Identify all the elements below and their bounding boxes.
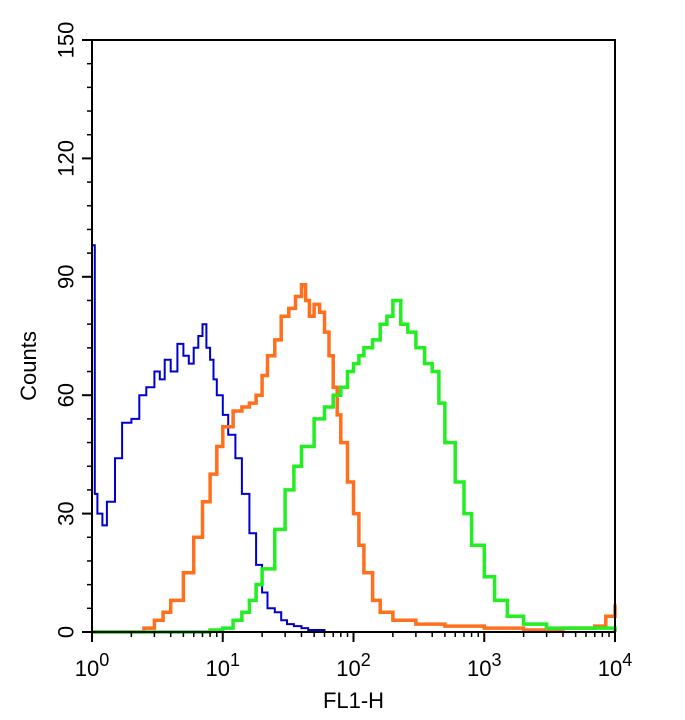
y-tick-label: 120	[54, 140, 79, 177]
x-tick-label: 104	[598, 650, 633, 681]
y-tick-label: 150	[54, 22, 79, 59]
x-tick-label: 103	[467, 650, 502, 681]
x-axis-title: FL1-H	[323, 688, 384, 713]
y-axis-title: Counts	[16, 331, 41, 401]
series-line-2	[92, 282, 617, 634]
x-axis-ticks: 100 101 102 103 104	[75, 632, 633, 681]
y-tick-label: 60	[54, 383, 79, 407]
y-tick-label: 30	[54, 501, 79, 525]
series-line-3	[92, 298, 617, 634]
series-line-1	[92, 244, 615, 633]
x-tick-label: 100	[75, 650, 110, 681]
x-tick-label: 102	[336, 650, 371, 681]
y-tick-label: 0	[54, 626, 79, 638]
y-axis-ticks: 0 30 60 90 120 150	[54, 22, 92, 638]
y-tick-label: 90	[54, 265, 79, 289]
x-tick-label: 101	[206, 650, 241, 681]
series-layer	[92, 244, 617, 634]
